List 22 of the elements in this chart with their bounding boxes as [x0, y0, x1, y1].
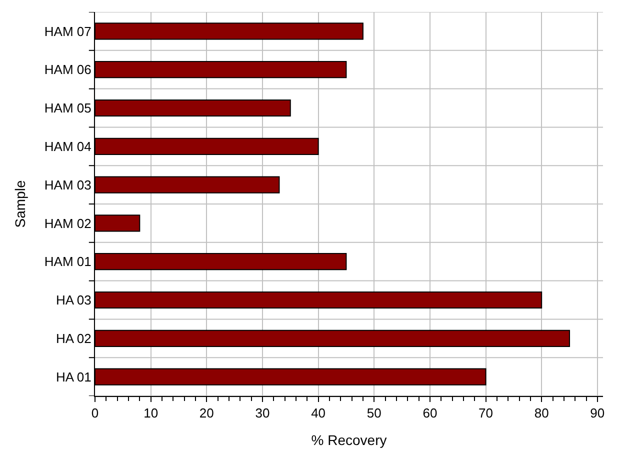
x-tick-label: 80 [534, 406, 549, 421]
x-tick-label: 10 [144, 406, 158, 421]
y-tick-label: HA 02 [56, 330, 92, 346]
x-tick-label: 90 [590, 406, 605, 421]
y-axis-title: Sample [12, 180, 28, 228]
x-tick-label: 0 [91, 406, 99, 421]
x-tick-label: 60 [422, 406, 438, 421]
y-tick-label: HAM 02 [44, 216, 92, 231]
y-tick-label: HAM 04 [44, 138, 92, 154]
y-tick-label: HA 03 [56, 292, 92, 308]
x-tick-label: 40 [311, 406, 326, 421]
y-tick-label: HAM 03 [44, 177, 92, 192]
x-axis-title: % Recovery [311, 432, 387, 448]
y-tick-label: HAM 06 [44, 62, 92, 78]
y-tick-label: HAM 05 [44, 100, 92, 116]
y-tick-label: HAM 01 [44, 254, 92, 270]
x-tick-label: 20 [199, 406, 214, 421]
y-tick-label: HA 01 [56, 369, 92, 384]
x-tick-label: 50 [366, 406, 382, 421]
x-tick-label: 70 [478, 406, 494, 421]
x-tick-label: 30 [255, 406, 270, 421]
y-tick-label: HAM 07 [44, 24, 92, 39]
